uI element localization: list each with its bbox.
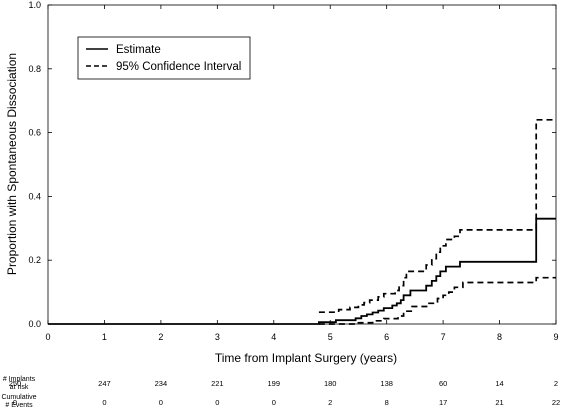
risk-value: 0 xyxy=(159,398,163,407)
series-layer xyxy=(48,118,556,325)
risk-row-label: at risk xyxy=(10,384,29,391)
legend-entry: Estimate xyxy=(116,44,161,56)
risk-value: 0 xyxy=(102,398,106,407)
risk-value: 21 xyxy=(495,398,503,407)
risk-value: 60 xyxy=(439,379,447,388)
risk-value: 14 xyxy=(495,379,503,388)
x-tick-label: 1 xyxy=(102,332,107,342)
risk-value: 0 xyxy=(272,398,276,407)
x-tick-label: 7 xyxy=(441,332,446,342)
x-axis-label: Time from Implant Surgery (years) xyxy=(215,351,397,365)
risk-value: 199 xyxy=(268,379,281,388)
risk-value: 8 xyxy=(385,398,389,407)
y-tick-label: 0.0 xyxy=(28,319,41,329)
risk-value: 138 xyxy=(380,379,393,388)
ci-line-2 xyxy=(318,276,556,325)
y-axis-label: Proportion with Spontaneous Dissociation xyxy=(5,53,19,275)
risk-value: 221 xyxy=(211,379,224,388)
estimate-line xyxy=(48,217,556,325)
x-tick-label: 0 xyxy=(45,332,50,342)
x-tick-label: 3 xyxy=(215,332,220,342)
x-tick-label: 4 xyxy=(271,332,276,342)
risk-value: 250 xyxy=(9,379,22,388)
x-tick-label: 6 xyxy=(384,332,389,342)
risk-value: 17 xyxy=(439,398,447,407)
legend-entry: 95% Confidence Interval xyxy=(116,61,241,73)
y-tick-label: 0.4 xyxy=(28,191,41,201)
risk-value: 2 xyxy=(328,398,332,407)
y-tick-label: 0.6 xyxy=(28,128,41,138)
x-tick-label: 2 xyxy=(158,332,163,342)
risk-row-label: # Implants xyxy=(3,376,36,383)
risk-value: 0 xyxy=(215,398,219,407)
y-tick-label: 0.2 xyxy=(28,255,41,265)
risk-value: 0 xyxy=(13,398,17,407)
x-tick-label: 5 xyxy=(328,332,333,342)
risk-row-label: # Events xyxy=(5,402,33,409)
risk-value: 2 xyxy=(554,379,558,388)
risk-value: 247 xyxy=(98,379,111,388)
y-tick-label: 1.0 xyxy=(28,0,41,10)
legend-box xyxy=(77,36,251,80)
risk-value: 180 xyxy=(324,379,337,388)
ci-line-1 xyxy=(318,118,556,314)
legend: Estimate 95% Confidence Interval xyxy=(77,36,251,80)
x-tick-label: 9 xyxy=(553,332,558,342)
risk-row-label: Cumulative xyxy=(1,394,36,401)
risk-value: 234 xyxy=(155,379,168,388)
x-tick-label: 8 xyxy=(497,332,502,342)
y-tick-label: 0.8 xyxy=(28,64,41,74)
risk-value: 22 xyxy=(552,398,560,407)
